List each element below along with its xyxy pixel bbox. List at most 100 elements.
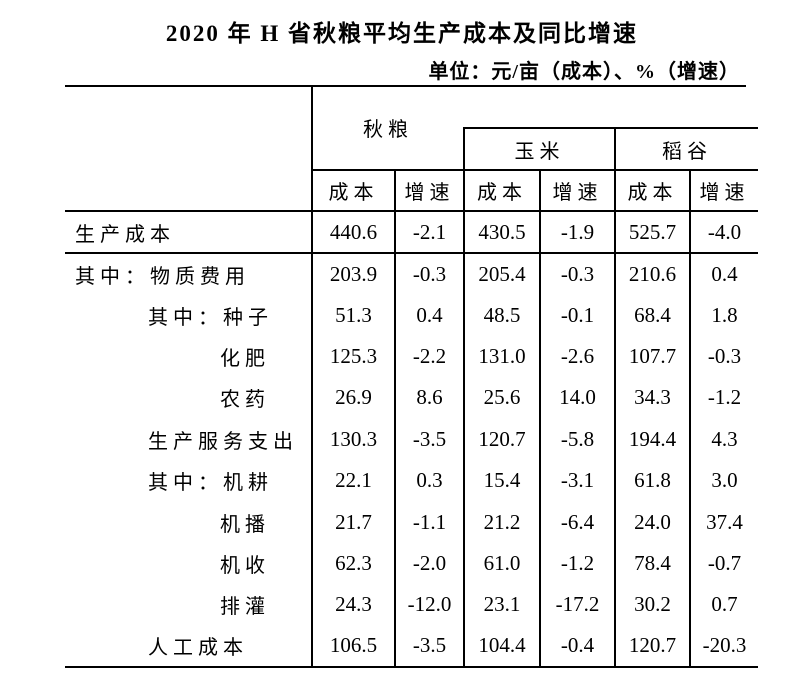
cell-value: -1.2	[539, 542, 615, 585]
cell-value: 0.4	[689, 253, 758, 295]
cell-value: -0.3	[689, 335, 758, 378]
cell-value: -5.8	[539, 418, 615, 460]
header-row-measures: 成本 增速 成本 增速 成本 增速	[65, 170, 758, 212]
row-label: 机收	[220, 554, 270, 577]
cell-value: -20.3	[689, 625, 758, 668]
unit-note: 单位：元/亩（成本）、%（增速）	[428, 61, 740, 83]
cell-value: -0.7	[689, 542, 758, 585]
cell-value: 34.3	[614, 377, 690, 419]
table-row: 人工成本 106.5 -3.5 104.4 -0.4 120.7 -20.3	[65, 625, 758, 668]
row-label: 排灌	[220, 596, 270, 619]
cell-value: 37.4	[689, 501, 758, 543]
cell-value: 0.3	[394, 459, 464, 502]
cell-value: -1.2	[689, 377, 758, 419]
cell-value: 525.7	[614, 211, 690, 254]
cell-value: 22.1	[311, 459, 395, 502]
cell-value: 14.0	[539, 377, 615, 419]
table-row: 农药 26.9 8.6 25.6 14.0 34.3 -1.2	[65, 377, 758, 419]
cell-value: 15.4	[463, 459, 540, 502]
cell-value: -1.1	[394, 501, 464, 543]
col-header-rice-cost: 成本	[614, 170, 690, 212]
table-row: 机收 62.3 -2.0 61.0 -1.2 78.4 -0.7	[65, 542, 758, 585]
cell-value: 194.4	[614, 418, 690, 460]
table-row: 其中：物质费用 203.9 -0.3 205.4 -0.3 210.6 0.4	[65, 253, 758, 295]
cell-value: 4.3	[689, 418, 758, 460]
cell-value: 25.6	[463, 377, 540, 419]
cell-value: 0.4	[394, 294, 464, 336]
cell-value: 130.3	[311, 418, 395, 460]
cell-value: 23.1	[463, 584, 540, 626]
cell-value: 8.6	[394, 377, 464, 419]
cell-value: 125.3	[311, 335, 395, 378]
cell-value: 0.7	[689, 584, 758, 626]
group-header-corn: 玉米	[463, 128, 615, 171]
row-label: 机播	[220, 513, 270, 536]
cell-value: 205.4	[463, 253, 540, 295]
header-row-groups-top: 秋粮	[65, 86, 758, 212]
cell-value: 61.8	[614, 459, 690, 502]
cell-value: 21.7	[311, 501, 395, 543]
row-label: 生产服务支出	[148, 430, 298, 453]
col-header-corn-cost: 成本	[463, 170, 540, 212]
cell-value: 51.3	[311, 294, 395, 336]
col-header-autumn-cost: 成本	[311, 170, 395, 212]
header-row-groups: 玉米 稻谷	[65, 128, 758, 171]
cell-value: 24.3	[311, 584, 395, 626]
cell-value: 104.4	[463, 625, 540, 668]
cell-value: 30.2	[614, 584, 690, 626]
cell-value: 26.9	[311, 377, 395, 419]
table-row: 机播 21.7 -1.1 21.2 -6.4 24.0 37.4	[65, 501, 758, 543]
row-label: 其中：机耕	[148, 472, 273, 495]
page-title: 2020 年 H 省秋粮平均生产成本及同比增速	[165, 21, 639, 46]
cell-value: 61.0	[463, 542, 540, 585]
row-label: 其中：物质费用	[75, 265, 250, 288]
table-row: 化肥 125.3 -2.2 131.0 -2.6 107.7 -0.3	[65, 335, 758, 378]
cell-value: 24.0	[614, 501, 690, 543]
row-label: 化肥	[220, 347, 270, 370]
table-row: 生产成本 440.6 -2.1 430.5 -1.9 525.7 -4.0	[65, 211, 758, 254]
row-label: 农药	[220, 389, 270, 412]
cell-value: 131.0	[463, 335, 540, 378]
cell-value: 3.0	[689, 459, 758, 502]
cell-value: -0.3	[394, 253, 464, 295]
cell-value: -0.4	[539, 625, 615, 668]
cell-value: 430.5	[463, 211, 540, 254]
group-header-autumn-grain: 秋粮	[312, 86, 464, 171]
cell-value: -3.5	[394, 625, 464, 668]
table-row: 排灌 24.3 -12.0 23.1 -17.2 30.2 0.7	[65, 584, 758, 626]
cell-value: 62.3	[311, 542, 395, 585]
cell-value: 48.5	[463, 294, 540, 336]
cell-value: -2.1	[394, 211, 464, 254]
header-spacer	[464, 86, 758, 129]
cell-value: 21.2	[463, 501, 540, 543]
cell-value: -1.9	[539, 211, 615, 254]
table-row: 生产服务支出 130.3 -3.5 120.7 -5.8 194.4 4.3	[65, 418, 758, 460]
cell-value: 120.7	[614, 625, 690, 668]
cell-value: 68.4	[614, 294, 690, 336]
cell-value: -6.4	[539, 501, 615, 543]
col-header-autumn-growth: 增速	[394, 170, 464, 212]
cell-value: -2.2	[394, 335, 464, 378]
row-label: 其中：种子	[148, 306, 273, 329]
cell-value: 210.6	[614, 253, 690, 295]
cell-value: 203.9	[311, 253, 395, 295]
table-row: 其中：种子 51.3 0.4 48.5 -0.1 68.4 1.8	[65, 294, 758, 336]
row-label: 人工成本	[65, 625, 312, 668]
cell-value: 107.7	[614, 335, 690, 378]
cost-table: 秋粮 玉米 稻谷 成本 增速 成本 增速 成本 增速 生产成本 440.6 -2…	[65, 86, 758, 668]
cell-value: -17.2	[539, 584, 615, 626]
cell-value: 1.8	[689, 294, 758, 336]
cell-value: -12.0	[394, 584, 464, 626]
cell-value: -0.1	[539, 294, 615, 336]
cell-value: -3.5	[394, 418, 464, 460]
cell-value: -2.0	[394, 542, 464, 585]
col-header-rice-growth: 增速	[689, 170, 758, 212]
cell-value: -2.6	[539, 335, 615, 378]
cell-value: 78.4	[614, 542, 690, 585]
table-row: 其中：机耕 22.1 0.3 15.4 -3.1 61.8 3.0	[65, 459, 758, 502]
cell-value: 440.6	[311, 211, 395, 254]
cell-value: -3.1	[539, 459, 615, 502]
cell-value: -4.0	[689, 211, 758, 254]
col-header-corn-growth: 增速	[539, 170, 615, 212]
